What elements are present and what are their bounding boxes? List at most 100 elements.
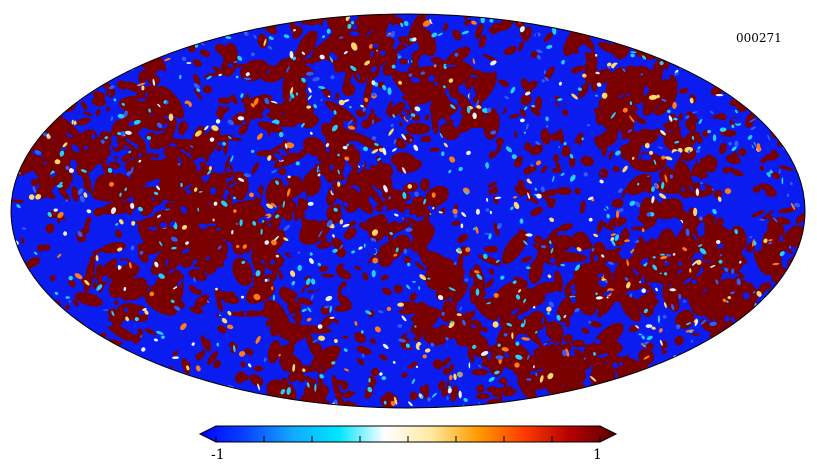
cool-spot [773, 46, 779, 52]
hot-spot [395, 138, 406, 149]
hot-region [417, 301, 433, 324]
warm-spot [763, 238, 768, 244]
hot-region [11, 89, 36, 118]
hot-spot [483, 245, 499, 253]
hot-spot [140, 370, 151, 384]
hot-region [527, 311, 547, 331]
cold-spot [489, 162, 496, 171]
cool-spot [429, 213, 432, 216]
cool-spot [786, 292, 790, 301]
cool-spot [560, 263, 565, 267]
cool-spot [130, 166, 134, 174]
cool-spot [53, 208, 58, 212]
warm-spot [364, 60, 371, 66]
warm-spot [271, 286, 274, 291]
hot-spot [216, 397, 223, 405]
warm-spot [338, 99, 345, 106]
cold-spot [261, 30, 270, 38]
cool-spot [19, 150, 25, 156]
hot-spot [719, 142, 727, 155]
hot-spot [576, 282, 592, 295]
cool-spot [622, 68, 626, 73]
cool-spot [274, 235, 279, 241]
hot-region [628, 128, 659, 146]
hot-spot [24, 257, 41, 269]
cool-spot [21, 227, 27, 230]
cold-spot [399, 176, 403, 180]
cool-spot [795, 43, 800, 47]
cool-spot [317, 168, 321, 173]
cool-spot [287, 175, 291, 179]
cool-spot [454, 52, 459, 57]
cool-spot [103, 405, 107, 408]
cold-spot [663, 368, 669, 374]
hot-spot [95, 28, 101, 35]
cool-spot [651, 195, 655, 204]
hot-spot [425, 219, 430, 227]
hot-spot [37, 14, 44, 22]
cool-spot [673, 117, 678, 121]
cool-spot [730, 291, 735, 295]
cool-spot [641, 335, 645, 340]
cool-spot [204, 125, 209, 131]
hot-spot [791, 29, 799, 38]
cool-spot [431, 32, 438, 38]
hot-spot [487, 181, 498, 188]
cool-spot [323, 305, 330, 309]
hot-spot [640, 248, 646, 262]
hot-spot [574, 267, 591, 279]
warm-spot [660, 255, 668, 260]
cool-spot [574, 308, 580, 313]
cool-spot [141, 347, 146, 352]
cool-spot [674, 72, 680, 76]
cool-spot [411, 280, 416, 283]
cool-spot [282, 200, 285, 208]
hot-spot [713, 49, 729, 59]
warm-spot [290, 270, 296, 277]
warm-spot [128, 262, 132, 269]
cold-spot [268, 51, 274, 59]
cold-spot [594, 339, 602, 345]
hot-spot [755, 61, 767, 74]
warm-spot [448, 78, 454, 83]
hot-spot [714, 15, 725, 26]
hot-spot [92, 96, 106, 107]
warm-spot [535, 160, 542, 166]
cold-spot [177, 156, 182, 165]
hot-region [570, 290, 592, 313]
cold-spot [215, 316, 222, 321]
cold-spot [149, 389, 153, 394]
cold-spot [601, 203, 609, 211]
cool-spot [523, 240, 528, 246]
hot-spot [751, 210, 765, 218]
cool-spot [123, 110, 128, 118]
warm-spot [521, 337, 531, 341]
cool-spot [669, 174, 674, 179]
hot-region [122, 306, 149, 322]
cool-spot [59, 181, 63, 185]
cool-spot [524, 91, 531, 96]
hot-spot [367, 251, 381, 264]
cool-spot [319, 54, 325, 60]
cool-spot [270, 100, 278, 104]
hot-spot [570, 14, 582, 23]
hot-spot [640, 24, 657, 34]
hot-spot [764, 57, 777, 73]
hot-spot [520, 78, 532, 94]
cold-spot [258, 215, 269, 221]
cool-spot [536, 193, 542, 199]
cold-spot [619, 362, 624, 366]
cold-spot [678, 261, 683, 266]
cold-spot [263, 367, 268, 373]
cold-spot [398, 257, 407, 261]
hot-region [154, 272, 172, 295]
warm-spot [106, 38, 111, 43]
cold-spot [94, 277, 99, 285]
cool-spot [588, 217, 593, 222]
hot-region [30, 104, 45, 122]
cold-spot [548, 195, 559, 199]
cool-spot [466, 150, 471, 156]
cold-spot [570, 288, 577, 295]
cold-spot [288, 253, 297, 257]
cold-spot [758, 109, 764, 115]
